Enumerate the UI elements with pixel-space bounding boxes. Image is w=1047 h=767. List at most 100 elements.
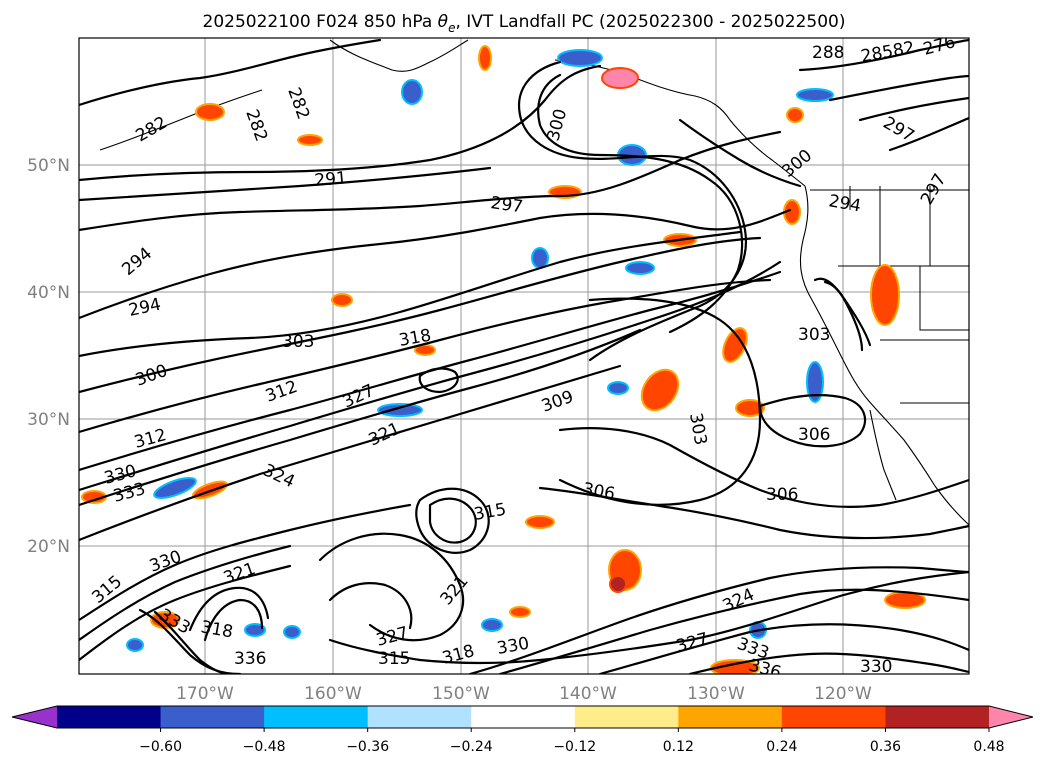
- contour-line: [79, 38, 382, 107]
- ivt-positive-cell: [525, 515, 555, 529]
- contour-label: 291: [314, 168, 348, 191]
- contour-label: 306: [798, 425, 830, 445]
- ivt-positive-cell: [195, 103, 225, 121]
- ivt-negative-cell: [557, 49, 603, 67]
- ivt-positive-cell: [735, 399, 765, 417]
- lon-label-120w: 120°W: [814, 684, 872, 704]
- colorbar-bin: [264, 706, 369, 728]
- colorbar-tick-label: −0.48: [243, 739, 286, 755]
- contour-line: [79, 166, 492, 202]
- contour-line: [79, 260, 782, 492]
- latitude-labels: 50°N 40°N 30°N 20°N: [27, 156, 70, 557]
- map-panel: 282 282 282 288 28582 276 300 291 297 29…: [78, 37, 970, 677]
- baja-california: [869, 409, 897, 501]
- lat-label-40n: 40°N: [27, 283, 70, 303]
- contour-line: [79, 564, 292, 662]
- contour-line: [79, 236, 762, 394]
- contour-label: 336: [234, 649, 266, 669]
- colorbar-tick-label: 0.36: [870, 739, 901, 755]
- lon-label-140w: 140°W: [559, 684, 617, 704]
- ivt-negative-cell: [531, 247, 549, 269]
- theta-e-contours: [79, 38, 969, 674]
- ivt-negative-cell: [806, 361, 824, 403]
- contour-line: [858, 96, 969, 122]
- contour-line: [79, 270, 782, 472]
- contour-line: [153, 610, 232, 674]
- province-borders: [849, 186, 931, 266]
- contour-label: 303: [282, 332, 314, 352]
- colorbar-bin: [57, 706, 162, 728]
- colorbar-bin: [160, 706, 265, 728]
- contour-line: [328, 582, 413, 630]
- map-background: [79, 38, 969, 674]
- contour-line: [498, 588, 969, 674]
- contour-line: [418, 367, 459, 394]
- contour-line: [758, 394, 867, 448]
- colorbar-tick-label: −0.24: [450, 739, 493, 755]
- contour-line: [823, 280, 864, 352]
- contour-line: [203, 598, 264, 642]
- contour-line: [188, 586, 270, 632]
- ivt-shading: [81, 45, 926, 674]
- contour-line: [79, 328, 642, 507]
- contour-label: 303: [798, 325, 830, 345]
- coastlines: [99, 39, 969, 526]
- contour-line: [79, 208, 792, 320]
- contour-line: [318, 532, 465, 642]
- contour-line: [328, 570, 969, 665]
- ivt-positive-cell: [601, 67, 639, 89]
- ivt-positive-cell: [509, 606, 531, 618]
- ivt-negative-cell: [377, 403, 423, 417]
- contour-line: [79, 278, 772, 434]
- contour-line: [888, 116, 969, 152]
- lat-label-30n: 30°N: [27, 410, 70, 430]
- colorbar-extend-min: [12, 706, 57, 728]
- colorbar-bin: [678, 706, 783, 728]
- colorbar-tick-label: −0.12: [553, 739, 596, 755]
- ivt-positive-cell: [786, 107, 804, 123]
- ivt-positive-cell: [331, 293, 353, 307]
- colorbar-bin: [885, 706, 990, 728]
- colorbar-extend-max: [989, 706, 1033, 728]
- contour-line: [828, 74, 969, 102]
- ivt-positive-cell: [609, 575, 627, 593]
- colorbar-tick-label: 0.24: [766, 739, 797, 755]
- contour-line: [558, 427, 969, 508]
- ivt-negative-cell: [244, 623, 266, 637]
- contour-line: [428, 497, 477, 544]
- contour-line: [468, 566, 969, 674]
- north-america-west-coast: [799, 185, 969, 526]
- ivt-negative-cell: [283, 625, 301, 639]
- ivt-negative-cell: [481, 618, 503, 632]
- longitude-labels: 170°W 160°W 150°W 140°W 130°W 120°W: [176, 684, 872, 704]
- ivt-negative-cell: [796, 88, 834, 102]
- colorbar-bin: [471, 706, 576, 728]
- graticule: [79, 38, 969, 674]
- figure-title: 2025022100 F024 850 hPa θe, IVT Landfall…: [203, 12, 846, 35]
- lat-label-20n: 20°N: [27, 537, 70, 557]
- ivt-negative-cell: [607, 381, 629, 395]
- contour-line: [79, 544, 292, 642]
- contour-line: [678, 118, 802, 188]
- contour-label: 306: [766, 485, 798, 505]
- ivt-positive-cell: [478, 45, 492, 71]
- lon-label-160w: 160°W: [304, 684, 362, 704]
- colorbar-tick-label: −0.60: [139, 739, 182, 755]
- contour-label: 297: [489, 193, 524, 217]
- lon-label-150w: 150°W: [432, 684, 490, 704]
- lat-label-50n: 50°N: [27, 156, 70, 176]
- contour-label: 330: [860, 657, 892, 677]
- colorbar-tick-label: 0.12: [663, 739, 694, 755]
- ivt-positive-cell: [722, 327, 748, 363]
- aleutian-chain: [99, 89, 263, 151]
- lon-label-130w: 130°W: [687, 684, 745, 704]
- colorbar-bin: [781, 706, 886, 728]
- contour-line: [598, 623, 969, 674]
- contour-line: [79, 64, 602, 182]
- ivt-negative-cell: [153, 477, 197, 499]
- ivt-positive-cell: [297, 134, 323, 146]
- colorbar-tick-label: −0.36: [346, 739, 389, 755]
- contour-line: [79, 364, 622, 542]
- ivt-negative-cell: [401, 79, 423, 105]
- contour-line: [798, 38, 969, 72]
